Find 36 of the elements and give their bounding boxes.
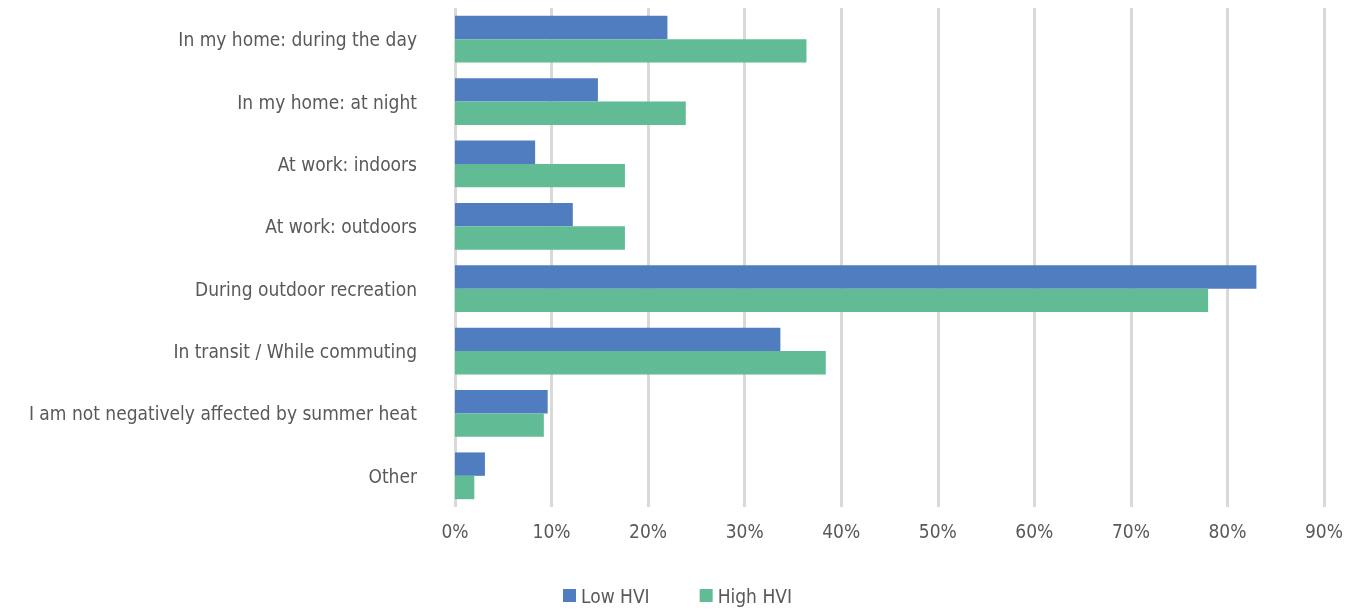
x-tick-label: 80% <box>1208 519 1247 542</box>
x-tick-label: 70% <box>1111 519 1150 542</box>
bar <box>455 327 781 352</box>
y-tick-label: In transit / While commuting <box>173 340 417 363</box>
x-tick-label: 10% <box>532 519 571 542</box>
bar <box>455 265 1257 289</box>
bar <box>455 452 485 476</box>
x-tick-label: 30% <box>725 519 764 542</box>
bar <box>455 78 598 102</box>
bar <box>455 390 548 414</box>
x-tick-label: 60% <box>1015 519 1054 542</box>
y-tick-label: I am not negatively affected by summer heat <box>28 402 418 425</box>
y-tick-label: At work: indoors <box>277 152 418 175</box>
y-tick-label: Other <box>368 464 418 487</box>
x-tick-label: 20% <box>629 519 668 542</box>
bar <box>455 413 544 437</box>
bar <box>455 140 536 164</box>
bar <box>455 39 807 63</box>
bar <box>455 15 668 40</box>
bar <box>455 163 625 188</box>
y-tick-label: At work: outdoors <box>265 215 418 238</box>
y-tick-label: In my home: during the day <box>178 28 417 51</box>
y-tick-label: In my home: at night <box>237 90 418 113</box>
bar <box>455 202 573 227</box>
y-tick-label: During outdoor recreation <box>195 277 417 300</box>
x-tick-label: 0% <box>441 519 469 542</box>
bar <box>455 475 475 500</box>
x-tick-label: 50% <box>918 519 957 542</box>
bar <box>455 288 1209 313</box>
x-tick-label: 90% <box>1305 519 1343 542</box>
bar <box>455 101 686 125</box>
legend-label: Low HVI <box>581 584 650 607</box>
bar <box>455 351 826 375</box>
bar <box>455 226 625 250</box>
legend-label: High HVI <box>717 584 792 607</box>
x-tick-label: 40% <box>822 519 861 542</box>
